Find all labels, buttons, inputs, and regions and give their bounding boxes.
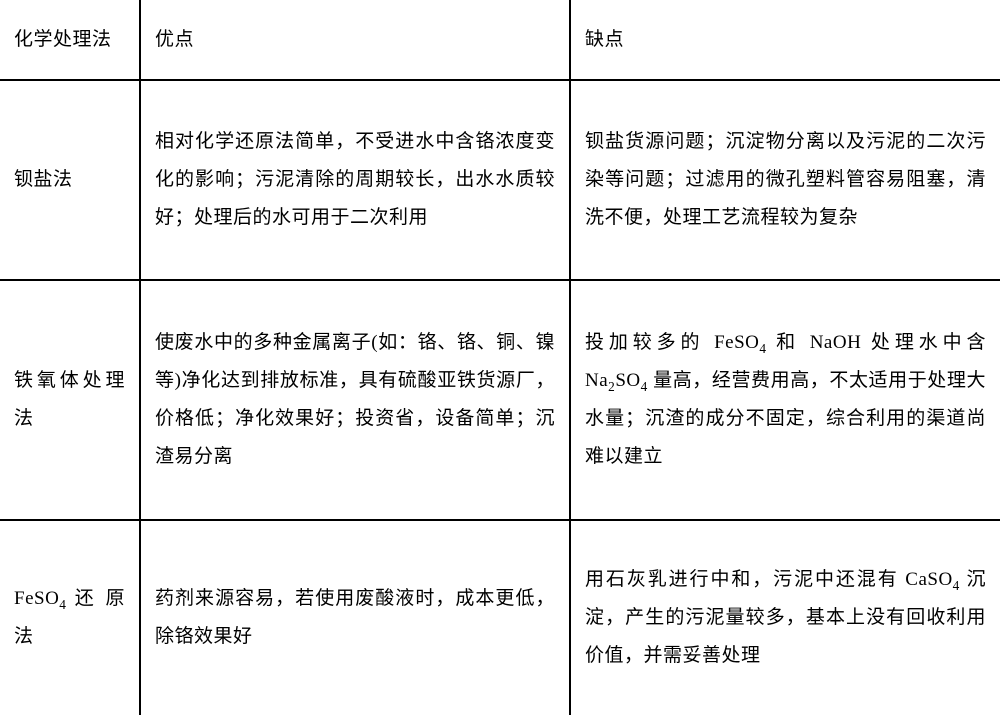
table-row: 铁氧体处理法 使废水中的多种金属离子(如：铬、铬、铜、镍等)净化达到排放标准，具… xyxy=(0,280,1000,520)
cell-disadvantage: 用石灰乳进行中和，污泥中还混有 CaSO4 沉淀，产生的污泥量较多，基本上没有回… xyxy=(570,520,1000,715)
table-row: FeSO4 还 原法 药剂来源容易，若使用废酸液时，成本更低，除铬效果好 用石灰… xyxy=(0,520,1000,715)
cell-disadvantage: 钡盐货源问题；沉淀物分离以及污泥的二次污染等问题；过滤用的微孔塑料管容易阻塞，清… xyxy=(570,80,1000,280)
cell-advantage: 使废水中的多种金属离子(如：铬、铬、铜、镍等)净化达到排放标准，具有硫酸亚铁货源… xyxy=(140,280,570,520)
cell-method: 钡盐法 xyxy=(0,80,140,280)
comparison-table: 化学处理法 优点 缺点 钡盐法 相对化学还原法简单，不受进水中含铬浓度变化的影响… xyxy=(0,0,1000,715)
table-row: 钡盐法 相对化学还原法简单，不受进水中含铬浓度变化的影响；污泥清除的周期较长，出… xyxy=(0,80,1000,280)
header-method: 化学处理法 xyxy=(0,0,140,80)
header-disadvantage: 缺点 xyxy=(570,0,1000,80)
cell-method: FeSO4 还 原法 xyxy=(0,520,140,715)
table-header-row: 化学处理法 优点 缺点 xyxy=(0,0,1000,80)
cell-disadvantage: 投加较多的 FeSO4 和 NaOH 处理水中含 Na2SO4 量高，经营费用高… xyxy=(570,280,1000,520)
cell-advantage: 相对化学还原法简单，不受进水中含铬浓度变化的影响；污泥清除的周期较长，出水水质较… xyxy=(140,80,570,280)
header-advantage: 优点 xyxy=(140,0,570,80)
cell-advantage: 药剂来源容易，若使用废酸液时，成本更低，除铬效果好 xyxy=(140,520,570,715)
cell-method: 铁氧体处理法 xyxy=(0,280,140,520)
